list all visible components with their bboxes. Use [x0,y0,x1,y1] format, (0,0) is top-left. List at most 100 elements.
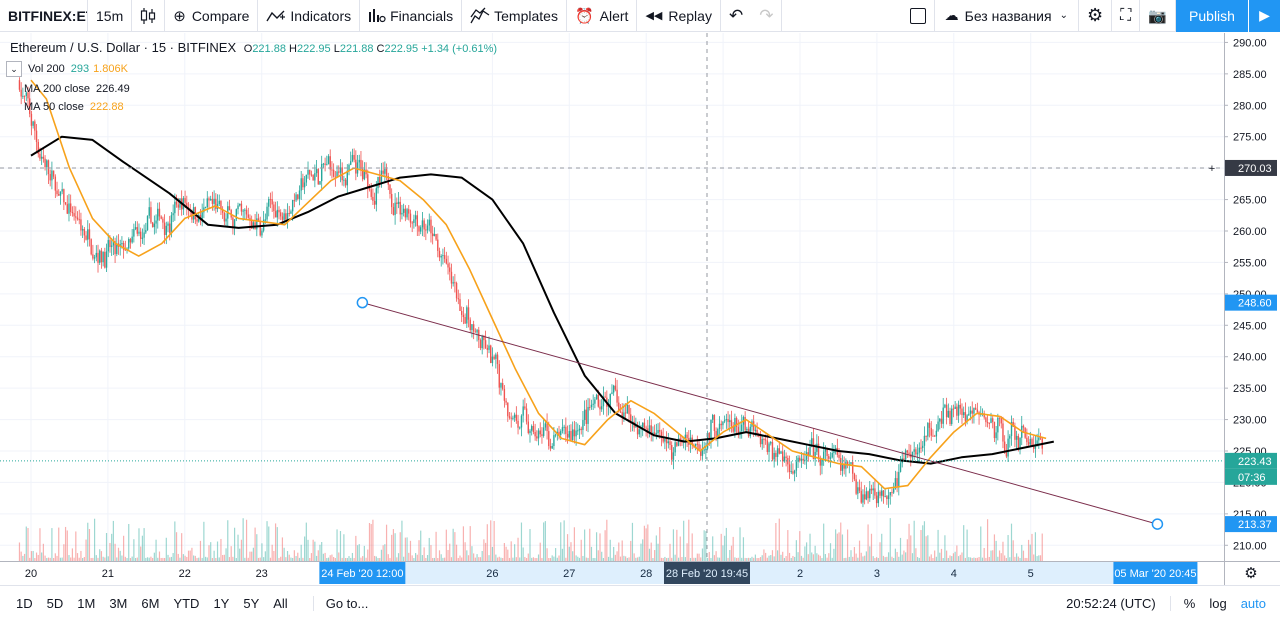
candle-body [34,121,36,131]
range-button-1m[interactable]: 1M [77,595,96,611]
candle-body [425,229,427,231]
volume-bar [611,557,613,561]
candle-body [585,409,588,424]
financials-button[interactable]: Financials [360,0,463,32]
time-axis[interactable]: 20212223262728Mar234524 Feb '20 12:0028 … [0,561,1280,585]
candle-body [377,176,379,189]
legend-ma50-row[interactable]: MA 50 close 222.88 [10,101,497,113]
candle-body [807,452,810,456]
snapshot-button[interactable]: 📷 [1140,0,1176,32]
candle-body [824,448,827,452]
auto-toggle[interactable]: auto [1234,596,1280,611]
range-button-5d[interactable]: 5D [46,595,64,611]
candle-body [278,209,280,213]
volume-bar [548,558,550,561]
fullscreen-toggle[interactable] [902,0,935,32]
candle-body [1036,440,1038,445]
interval-button[interactable]: 15m [88,0,133,32]
candle-body [261,230,263,236]
candle-body [452,282,454,284]
volume-bar [285,557,287,561]
play-button[interactable]: ▶ [1248,0,1280,32]
range-button-1d[interactable]: 1D [16,595,33,611]
symbol-search[interactable]: BITFINEX:ETHUSD [0,0,88,32]
replay-button[interactable]: ◀◀ Replay [637,0,721,32]
volume-bar [1014,556,1016,561]
candle-body [527,421,529,434]
chart-type-button[interactable] [132,0,166,32]
volume-bar [119,550,121,561]
gear-icon[interactable]: ⚙ [1244,564,1257,582]
goto-button[interactable]: Go to... [312,595,368,611]
layout-menu[interactable]: ☁ Без названия ⌄ [935,0,1079,32]
volume-bar [546,548,548,561]
price-chart[interactable]: + 290.00285.00280.00275.00270.00265.0026… [0,33,1280,585]
volume-bar [160,557,162,561]
play-circle-icon: ▶ [1259,7,1270,23]
candle-body [831,452,833,458]
volume-bar [537,554,540,561]
candle-body [490,345,492,364]
volume-label: Vol 200 [28,63,65,75]
candle-body [771,442,774,460]
price-axis[interactable]: 290.00285.00280.00275.00270.00265.00260.… [1224,33,1280,585]
range-button-5y[interactable]: 5Y [243,595,260,611]
volume-bar [225,548,227,561]
auto-label: auto [1240,595,1266,611]
templates-button[interactable]: Templates [462,0,567,32]
volume-bar [932,557,934,561]
percent-toggle[interactable]: % [1177,596,1203,611]
candle-body [974,407,977,410]
legend-ma200-row[interactable]: MA 200 close 226.49 [10,83,497,95]
candle-body [37,142,39,154]
range-button-1y[interactable]: 1Y [213,595,230,611]
indicators-button[interactable]: Indicators [258,0,361,32]
volume-bar [437,557,439,561]
volume-bar [411,555,413,561]
candle-body [150,207,152,223]
collapse-chevron-icon[interactable]: ⌄ [6,61,22,77]
clock-display[interactable]: 20:52:24 (UTC) [1066,595,1171,611]
range-button-all[interactable]: All [273,595,288,611]
candle-body [280,212,282,217]
candle-body [915,449,917,455]
candle-body [976,409,979,413]
compare-button[interactable]: ⊕ Compare [165,0,259,32]
candle-body [1038,437,1040,441]
volume-bar [657,543,659,561]
volume-bar [121,555,123,561]
volume-bar [409,540,412,561]
candle-body [988,422,991,424]
volume-bar [189,550,191,561]
settings-button[interactable]: ⚙ [1079,0,1113,32]
volume-bar [630,540,632,561]
volume-bar [227,520,229,561]
legend-volume-row[interactable]: ⌄ Vol 200 293 1.806K [6,61,497,77]
publish-button[interactable]: Publish [1176,0,1248,32]
candle-body [571,429,574,441]
trendline-drawing[interactable] [356,296,1164,530]
indicators-icon [266,10,286,21]
redo-button[interactable]: ↷ [751,0,783,32]
range-button-6m[interactable]: 6M [141,595,160,611]
candle-body [635,425,637,428]
volume-bar [952,553,955,561]
undo-button[interactable]: ↶ [728,5,744,25]
candle-body [828,456,830,459]
range-button-ytd[interactable]: YTD [173,595,200,611]
maximize-button[interactable]: ⛶ [1112,0,1141,32]
candle-body [47,160,50,175]
volume-bar [483,539,485,561]
volume-bar [659,527,661,561]
volume-bar [691,533,693,561]
volume-bar [660,557,663,561]
volume-bar [638,556,640,561]
volume-bar [665,557,668,561]
log-toggle[interactable]: log [1202,596,1233,611]
candle-body [269,199,272,201]
candle-body [770,442,772,444]
range-button-3m[interactable]: 3M [109,595,128,611]
candle-body [59,191,62,196]
alert-button[interactable]: ⏰ Alert [567,0,638,32]
candle-body [232,217,234,227]
